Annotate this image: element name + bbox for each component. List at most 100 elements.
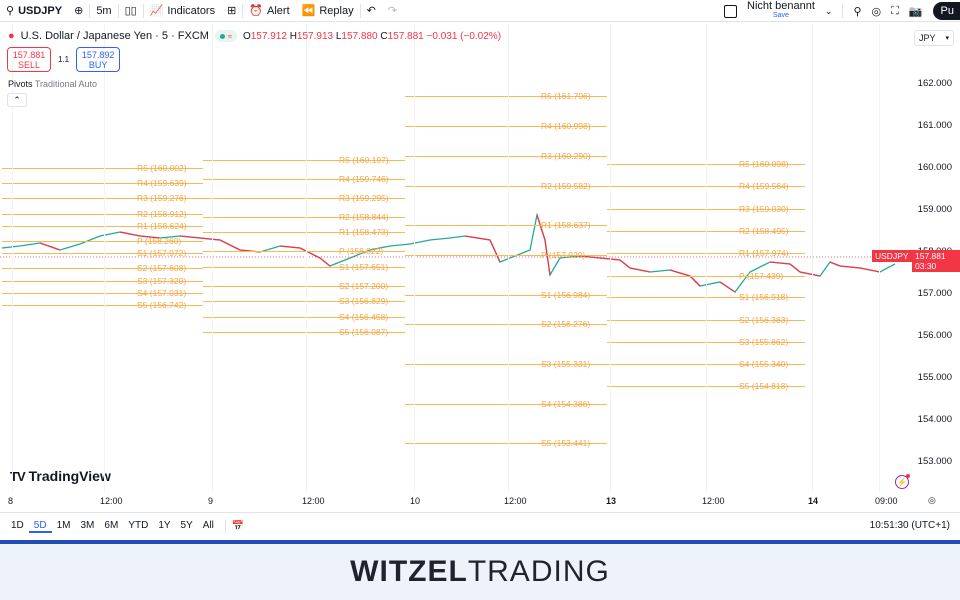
- range-1y[interactable]: 1Y: [158, 519, 171, 531]
- pivot-line: [405, 185, 607, 187]
- time-axis-label: 9: [208, 496, 214, 506]
- redo-button[interactable]: ↷: [382, 0, 403, 22]
- goto-date-icon[interactable]: 📅: [231, 520, 245, 532]
- fullscreen-icon[interactable]: ⛶: [891, 4, 899, 17]
- pivot-label: R1 (158.637): [541, 220, 591, 231]
- range-5d[interactable]: 5D: [28, 520, 52, 533]
- grid-line: [414, 24, 415, 492]
- divider: [142, 3, 144, 18]
- time-axis-label: 14: [808, 496, 819, 506]
- pivot-label: S2 (157.200): [339, 280, 389, 291]
- pivot-line: [203, 316, 405, 318]
- layout-name-button[interactable]: Nicht benannt Save: [747, 1, 815, 21]
- price-chart[interactable]: [0, 24, 912, 492]
- alert-button[interactable]: ⏰ Alert: [243, 0, 295, 22]
- pivot-line: [2, 268, 203, 270]
- pivot-line: [2, 280, 203, 282]
- price-axis-label: 153.000: [917, 456, 952, 467]
- range-5y[interactable]: 5Y: [180, 519, 193, 531]
- pivot-label: S1 (156.918): [739, 292, 789, 303]
- sell-price: 157.881: [12, 49, 46, 60]
- quick-search-icon[interactable]: ⚲: [853, 5, 862, 18]
- sell-button[interactable]: 157.881 SELL: [7, 47, 51, 72]
- pivot-label: S4 (154.386): [541, 398, 591, 409]
- grid-line: [508, 24, 509, 492]
- templates-button[interactable]: ⊞: [221, 0, 242, 22]
- divider: [117, 3, 119, 18]
- interval-label: 5m: [96, 4, 112, 17]
- tradingview-wordmark: TradingView: [28, 468, 111, 484]
- symbol-search[interactable]: ⚲ USDJPY: [0, 0, 68, 22]
- pivot-label: P (158.260): [137, 236, 182, 247]
- collapse-legend-button[interactable]: ⌃: [7, 93, 27, 107]
- clock-timezone[interactable]: 10:51:30 (UTC+1): [869, 520, 950, 531]
- pivot-label: S4 (157.031): [137, 287, 187, 298]
- pivot-line: [203, 266, 405, 268]
- pivot-label: S3 (157.320): [137, 275, 187, 286]
- pivot-label: R2 (159.582): [541, 180, 591, 191]
- witzel-trading-logo: WITZELTRADING: [350, 555, 610, 589]
- pivot-label: R5 (160.197): [339, 154, 389, 165]
- divider: [842, 4, 844, 18]
- camera-icon[interactable]: 📷: [908, 5, 923, 18]
- range-6m[interactable]: 6M: [104, 519, 119, 531]
- indicator-legend[interactable]: Pivots Traditional Auto: [8, 79, 97, 89]
- time-axis[interactable]: ◎ 8 12:00 9 12:00 10 12:00 13 12:00 14 09:00: [0, 493, 960, 511]
- range-1m[interactable]: 1M: [56, 519, 71, 531]
- save-link[interactable]: Save: [772, 12, 789, 19]
- flash-icon[interactable]: ⚡: [895, 474, 910, 489]
- range-3m[interactable]: 3M: [80, 519, 95, 531]
- time-axis-label: 12:00: [504, 496, 527, 506]
- currency-select[interactable]: JPY ▾: [914, 30, 954, 46]
- undo-button[interactable]: ↶: [361, 0, 382, 22]
- pivot-label: S5 (154.818): [739, 380, 789, 391]
- publish-button[interactable]: Pu: [932, 2, 960, 20]
- axis-settings-icon[interactable]: ◎: [928, 495, 936, 505]
- pivot-label: S5 (153.441): [541, 438, 591, 449]
- interval-button[interactable]: 5m: [90, 0, 117, 22]
- pivot-line: [405, 443, 607, 445]
- market-status-badge[interactable]: ≈: [214, 30, 237, 42]
- pivot-line: [2, 213, 203, 215]
- price-axis-label: 162.000: [917, 78, 952, 89]
- candles-icon: ▯▯: [124, 5, 137, 17]
- toolbar-right: Nicht benannt Save ⌄ ⚲ ◎ ⛶ 📷 Pu: [724, 0, 960, 22]
- symbol-title[interactable]: U.S. Dollar / Japanese Yen · 5 · FXCM: [20, 30, 209, 42]
- pivot-label: R1 (157.974): [739, 248, 789, 259]
- pivot-label: R4 (159.639): [137, 178, 187, 189]
- chevron-down-icon[interactable]: ⌄: [824, 5, 833, 16]
- divider: [242, 3, 244, 18]
- grid-line: [212, 24, 213, 492]
- buy-button[interactable]: 157.892 BUY: [76, 47, 121, 72]
- brand-part-a: WITZEL: [350, 555, 468, 588]
- buy-price: 157.892: [81, 49, 115, 60]
- pivot-line: [203, 232, 405, 234]
- replay-button[interactable]: ⏪ Replay: [296, 0, 360, 22]
- range-ytd[interactable]: YTD: [128, 519, 149, 531]
- chart-type-button[interactable]: ▯▯: [119, 0, 143, 22]
- chevron-up-icon: ⌃: [13, 94, 21, 105]
- pivot-label: R3 (160.290): [541, 150, 591, 161]
- settings-icon[interactable]: ◎: [871, 5, 882, 18]
- range-all[interactable]: All: [202, 519, 214, 531]
- compare-button[interactable]: ⊕: [68, 0, 89, 22]
- undo-icon: ↶: [366, 5, 376, 17]
- tradingview-logo[interactable]: TV TradingView: [10, 468, 111, 484]
- plus-circle-icon: ⊕: [74, 5, 84, 17]
- pivot-line: [2, 183, 203, 185]
- pivot-label: S2 (156.383): [739, 314, 789, 325]
- layout-checkbox-icon[interactable]: [724, 4, 738, 18]
- pivot-label: S3 (155.862): [739, 336, 789, 347]
- brand-part-b: TRADING: [467, 555, 610, 588]
- range-toolbar: 1D 5D 1M 3M 6M YTD 1Y 5Y All 📅 10:51:30 (UTC+1): [0, 512, 960, 539]
- indicators-button[interactable]: 📈 Indicators: [144, 0, 221, 22]
- range-1d[interactable]: 1D: [11, 519, 24, 531]
- time-axis-label: 12:00: [100, 496, 123, 506]
- divider: [359, 3, 361, 18]
- pivot-label: P (157.439): [739, 270, 784, 281]
- pivot-line: [203, 197, 405, 199]
- top-toolbar: ⚲ USDJPY ⊕ 5m ▯▯ 📈 Indicators ⊞ ⏰ Alert …: [0, 0, 960, 22]
- price-axis-label: 160.000: [917, 162, 952, 173]
- pivot-label: R3 (159.276): [137, 193, 187, 204]
- chart-pane[interactable]: [0, 24, 912, 492]
